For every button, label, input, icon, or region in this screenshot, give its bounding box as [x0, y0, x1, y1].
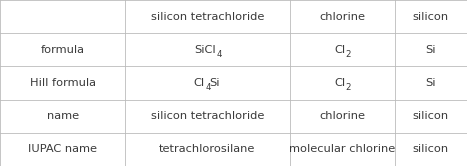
Text: tetrachlorosilane: tetrachlorosilane [159, 144, 255, 154]
Text: 2: 2 [346, 83, 351, 92]
Text: Si: Si [210, 78, 220, 88]
Text: SiCl: SiCl [194, 45, 215, 55]
Text: silicon: silicon [413, 144, 449, 154]
Text: chlorine: chlorine [319, 12, 365, 22]
Text: Si: Si [425, 45, 436, 55]
Text: name: name [47, 111, 78, 121]
Text: silicon tetrachloride: silicon tetrachloride [151, 111, 264, 121]
Text: 4: 4 [205, 83, 211, 92]
Text: Cl: Cl [334, 45, 346, 55]
Text: Cl: Cl [334, 78, 346, 88]
Text: 2: 2 [346, 50, 351, 59]
Text: formula: formula [41, 45, 85, 55]
Text: silicon: silicon [413, 12, 449, 22]
Text: chlorine: chlorine [319, 111, 365, 121]
Text: Cl: Cl [194, 78, 205, 88]
Text: silicon tetrachloride: silicon tetrachloride [151, 12, 264, 22]
Text: IUPAC name: IUPAC name [28, 144, 97, 154]
Text: molecular chlorine: molecular chlorine [289, 144, 395, 154]
Text: Si: Si [425, 78, 436, 88]
Text: Hill formula: Hill formula [29, 78, 96, 88]
Text: silicon: silicon [413, 111, 449, 121]
Text: 4: 4 [217, 50, 222, 59]
